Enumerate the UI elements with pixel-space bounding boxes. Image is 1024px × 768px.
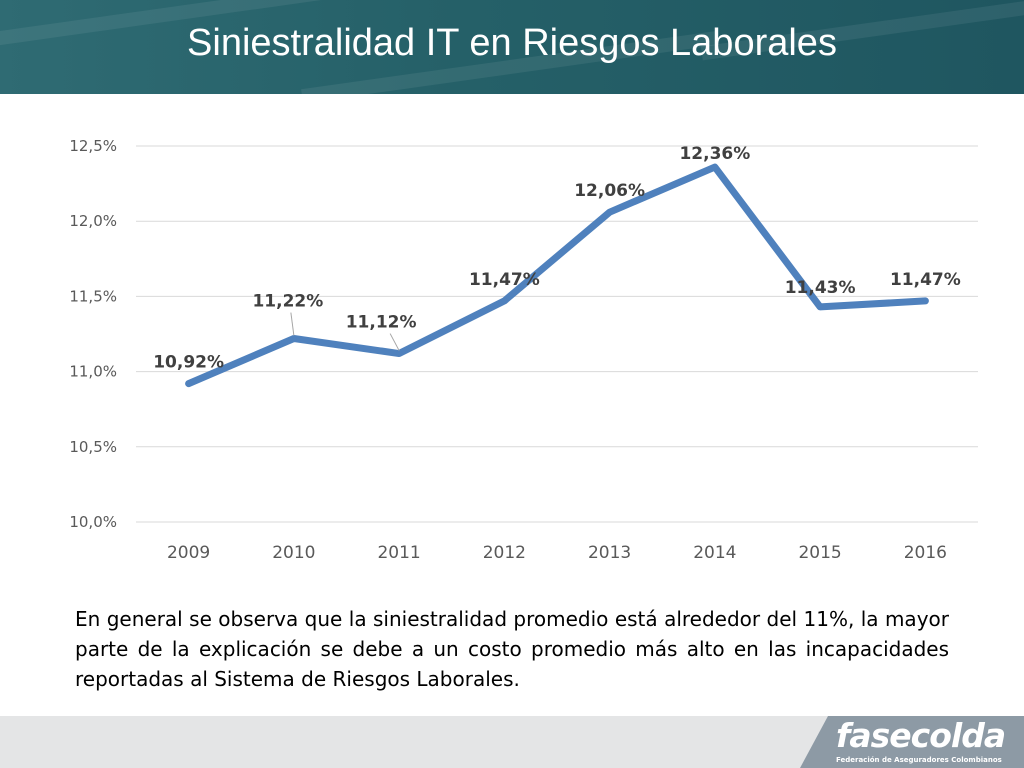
data-point xyxy=(501,297,508,304)
data-label: 11,22% xyxy=(252,292,323,312)
slide-header xyxy=(0,0,1024,94)
data-labels: 10,92% 11,22% 11,12% 11,47% 12,06% 12,36% 11,4… xyxy=(153,144,961,373)
data-label: 11,12% xyxy=(346,313,417,333)
data-point xyxy=(290,335,297,342)
data-label: 11,43% xyxy=(785,278,856,298)
data-point xyxy=(817,303,824,310)
x-tick-label: 2011 xyxy=(377,543,420,563)
series-line xyxy=(185,163,929,388)
data-point xyxy=(185,380,192,387)
x-axis-ticks: 2009 2010 2011 2012 2013 2014 2015 2016 xyxy=(167,543,947,563)
series-layer xyxy=(185,163,929,388)
y-tick-label: 12,0% xyxy=(69,212,117,230)
y-tick-label: 11,0% xyxy=(69,363,117,381)
y-tick-label: 10,0% xyxy=(69,513,117,531)
slide-title: Siniestralidad IT en Riesgos Laborales xyxy=(187,22,837,64)
data-point xyxy=(396,350,403,357)
data-point xyxy=(606,209,613,216)
body-paragraph: En general se observa que la siniestrali… xyxy=(75,607,949,691)
x-tick-label: 2015 xyxy=(798,543,841,563)
y-tick-label: 11,5% xyxy=(69,287,117,305)
x-tick-label: 2010 xyxy=(272,543,315,563)
x-tick-label: 2016 xyxy=(904,543,947,563)
line-chart: 10,0%10,5%11,0%11,5%12,0%12,5% 2009 2010 2… xyxy=(69,137,978,563)
fasecolda-logo: fasecolda xyxy=(836,716,1006,755)
gridlines xyxy=(136,145,978,523)
y-tick-label: 12,5% xyxy=(69,137,117,155)
data-label: 10,92% xyxy=(153,353,224,373)
logo-panel xyxy=(800,716,1024,768)
leader-line xyxy=(389,333,400,351)
x-tick-label: 2014 xyxy=(693,543,736,563)
x-tick-label: 2012 xyxy=(483,543,526,563)
data-label: 12,06% xyxy=(574,181,645,201)
data-point xyxy=(711,164,718,171)
data-label: 12,36% xyxy=(679,144,750,164)
data-label: 11,47% xyxy=(469,270,540,290)
data-point xyxy=(922,297,929,304)
x-tick-label: 2009 xyxy=(167,543,210,563)
x-tick-label: 2013 xyxy=(588,543,631,563)
y-axis-ticks: 10,0% 10,5% 11,0% 11,5% 12,0% 12,5% xyxy=(69,137,117,531)
logo-tagline: Federación de Aseguradores Colombianos xyxy=(836,756,1002,764)
leader-line xyxy=(290,312,295,336)
data-label: 11,47% xyxy=(890,270,961,290)
y-tick-label: 10,5% xyxy=(69,438,117,456)
